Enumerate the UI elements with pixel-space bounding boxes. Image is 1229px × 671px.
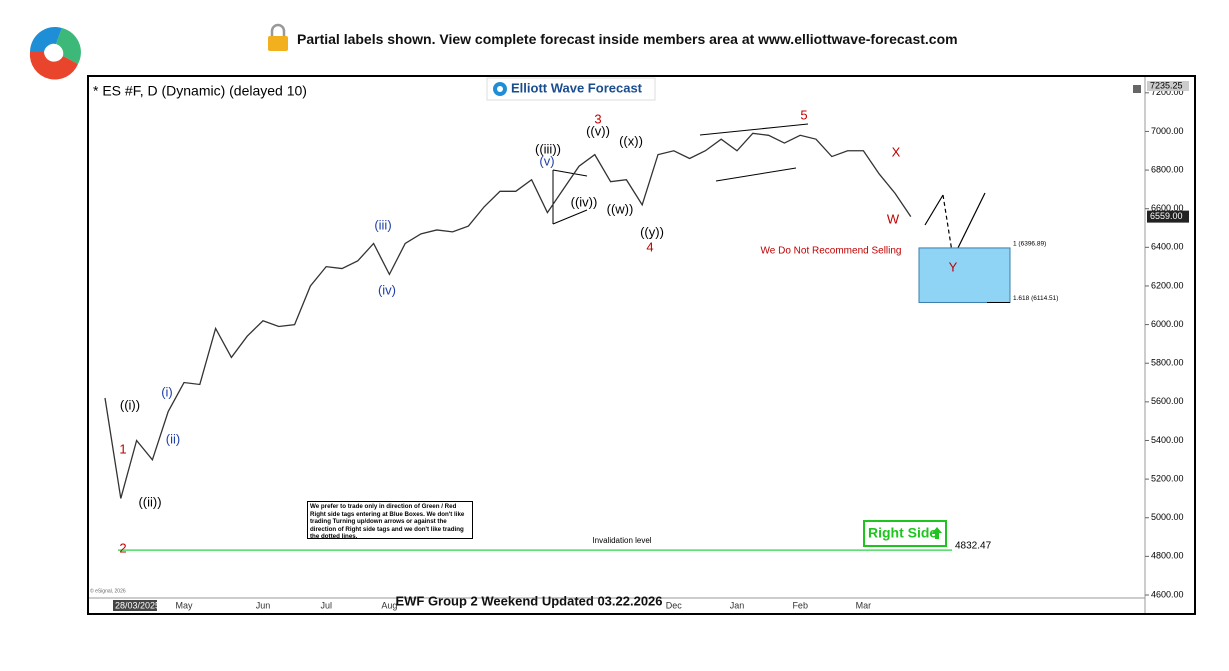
wave-label: (iv)	[378, 282, 396, 297]
wave-label: ((w))	[607, 201, 634, 216]
wave-label: W	[887, 211, 900, 226]
projection	[924, 192, 986, 259]
wave-label: ((i))	[120, 397, 140, 412]
site-logo	[25, 22, 85, 82]
wave-label: (v)	[539, 153, 554, 168]
x-tick-label: Jul	[320, 600, 332, 610]
top-price-box	[1147, 81, 1189, 91]
y-tick-label: 5400.00	[1151, 435, 1184, 445]
invalidation-value: 4832.47	[955, 541, 992, 552]
wave-label: 1	[119, 441, 126, 456]
wave-label: ((x))	[619, 133, 643, 148]
wave-label: ((y))	[640, 224, 664, 239]
last-price-box	[1147, 210, 1189, 223]
x-tick-label: Mar	[856, 600, 872, 610]
x-tick-label: 28/03/2025	[115, 600, 160, 610]
wave-label: (ii)	[166, 431, 180, 446]
right-side-tag: Right Side	[863, 520, 947, 547]
wave-label: (i)	[161, 384, 173, 399]
wave-label: ((iv))	[571, 194, 598, 209]
y-tick-label: 7200.00	[1151, 87, 1184, 97]
logo-text: Elliott Wave Forecast	[511, 80, 643, 95]
wave-label: ((ii))	[138, 494, 161, 509]
x-tick-label: Dec	[666, 600, 683, 610]
price-line	[104, 132, 912, 499]
wave-label: Y	[949, 259, 958, 274]
y-tick-label: 6200.00	[1151, 280, 1184, 290]
diagonal-channels	[552, 123, 809, 225]
wave-label: ((v))	[586, 123, 610, 138]
warning: We Do Not Recommend Selling	[761, 246, 902, 257]
header-text: Partial labels shown. View complete fore…	[297, 31, 958, 47]
footer: EWF Group 2 Weekend Updated 03.22.2026	[395, 593, 662, 608]
target-top-label: 1 (6396.89)	[1013, 241, 1046, 248]
wave-label: (iii)	[374, 217, 391, 232]
disclaimer: We prefer to trade only in direction of …	[307, 501, 473, 539]
y-tick-label: 6000.00	[1151, 319, 1184, 329]
x-tick-label: Aug	[381, 600, 397, 610]
x-tick-label: Feb	[792, 600, 808, 610]
y-tick-label: 5000.00	[1151, 512, 1184, 522]
target-bottom-label: 1.618 (6114.51)	[1013, 295, 1058, 302]
wave-label: ((iii))	[535, 141, 561, 156]
copyright: © eSignal, 2026	[90, 587, 126, 594]
wave-label: 2	[119, 540, 126, 555]
start-date-box	[113, 600, 157, 611]
wave-label: 4	[646, 239, 653, 254]
chart-frame	[87, 75, 1196, 615]
y-tick-label: 7000.00	[1151, 126, 1184, 136]
y-tick-label: 6800.00	[1151, 164, 1184, 174]
x-tick-label: Jan	[730, 600, 745, 610]
chart-logo: Elliott Wave Forecast	[486, 77, 656, 101]
y-tick-label: 5600.00	[1151, 396, 1184, 406]
top-price: 7235.25	[1150, 80, 1183, 90]
y-tick-label: 4600.00	[1151, 589, 1184, 599]
wave-label: 5	[800, 107, 807, 122]
right-side-text: Right Side	[868, 525, 937, 541]
wave-label: 3	[594, 111, 601, 126]
target-box	[918, 247, 1011, 303]
x-tick-label: Jun	[256, 600, 271, 610]
lock-icon	[268, 23, 288, 51]
chart-icon	[1133, 85, 1141, 93]
wave-label: X	[892, 144, 901, 159]
y-tick-label: 4800.00	[1151, 551, 1184, 561]
invalidation-text: Invalidation level	[592, 536, 651, 545]
y-tick-label: 5800.00	[1151, 358, 1184, 368]
y-tick-label: 6600.00	[1151, 203, 1184, 213]
y-tick-label: 6400.00	[1151, 242, 1184, 252]
x-tick-label: May	[175, 600, 193, 610]
y-tick-label: 5200.00	[1151, 473, 1184, 483]
last-price: 6559.00	[1150, 211, 1183, 221]
chart-title: * ES #F, D (Dynamic) (delayed 10)	[93, 83, 307, 99]
